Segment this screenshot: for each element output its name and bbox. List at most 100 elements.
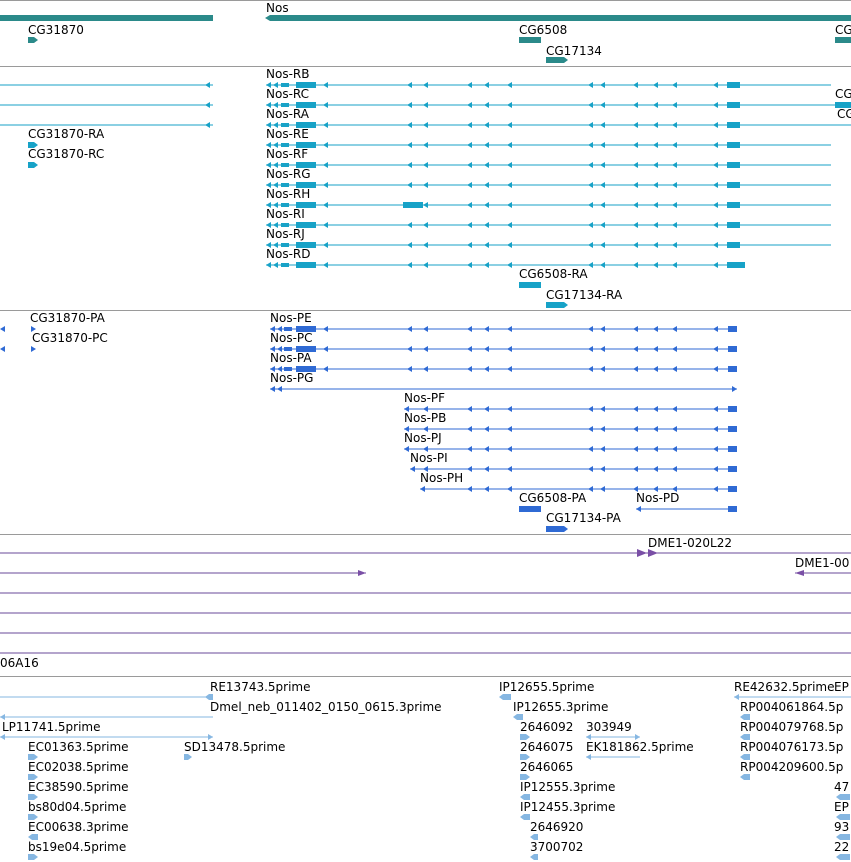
exon-last <box>727 82 740 88</box>
feature-arrow-right <box>28 794 38 800</box>
direction-arrow-left <box>0 714 5 720</box>
cds-first <box>296 366 316 372</box>
direction-arrow-left <box>633 102 638 108</box>
direction-arrow-left <box>633 182 638 188</box>
direction-arrow-left <box>323 222 328 228</box>
direction-arrow-left <box>633 222 638 228</box>
direction-arrow-left <box>273 102 278 108</box>
direction-arrow-left <box>507 466 512 472</box>
est-label: RE13743.5prime <box>210 680 311 694</box>
transcript-label-cg-edge: CG <box>837 107 851 121</box>
direction-arrow-left <box>266 222 271 228</box>
direction-arrow-left <box>423 102 428 108</box>
protein-label-cg17134-pa: CG17134-PA <box>546 511 622 525</box>
transcript-label-cg31870-ra: CG31870-RA <box>28 127 105 141</box>
direction-arrow-left <box>600 202 605 208</box>
clone-label-dme1-020l22: DME1-020L22 <box>648 536 732 550</box>
est-label: EK181862.5prime <box>586 740 694 754</box>
direction-arrow-left <box>633 366 638 372</box>
direction-arrow-left <box>672 446 677 452</box>
direction-arrow-left <box>273 222 278 228</box>
exon-first <box>296 222 316 228</box>
exon-last <box>727 202 740 208</box>
exon-first <box>296 162 316 168</box>
est-label: 2646920 <box>530 820 583 834</box>
protein-label-nos-ph: Nos-PH <box>420 471 463 485</box>
direction-arrow-left <box>407 242 412 248</box>
direction-arrow-left <box>277 386 282 392</box>
direction-arrow-left <box>273 242 278 248</box>
direction-arrow-left <box>600 122 605 128</box>
protein-label-cg31870-pc: CG31870-PC <box>32 331 108 345</box>
est-label: EC01363.5prime <box>28 740 129 754</box>
direction-arrow-left <box>672 242 677 248</box>
protein-label-nos-pe: Nos-PE <box>270 311 312 325</box>
gene-track-border <box>0 0 851 1</box>
direction-arrow-left <box>713 426 718 432</box>
feature-arrow-left <box>740 714 750 720</box>
direction-arrow-left <box>586 754 591 760</box>
direction-arrow-left <box>323 142 328 148</box>
feature-arrow-left <box>836 834 850 840</box>
est-label: EC00638.3prime <box>28 820 129 834</box>
exon-first <box>296 102 316 108</box>
cds-last <box>728 426 737 432</box>
direction-arrow-left <box>713 262 718 268</box>
exon-first <box>296 262 316 268</box>
direction-arrow-left <box>713 82 718 88</box>
direction-arrow-left <box>323 326 328 332</box>
exon-last <box>727 162 740 168</box>
direction-arrow-left <box>713 446 718 452</box>
direction-arrow-left <box>423 162 428 168</box>
direction-arrow-left <box>423 326 428 332</box>
direction-arrow-left <box>507 202 512 208</box>
direction-arrow-left <box>420 486 425 492</box>
transcript-label-cg-edge: CG <box>835 87 851 101</box>
direction-arrow-left <box>423 82 428 88</box>
direction-arrow-left <box>672 162 677 168</box>
direction-arrow-right <box>635 734 640 740</box>
transcript-label: Nos-RD <box>266 247 310 261</box>
direction-arrow-left <box>423 222 428 228</box>
feature-arrow-left <box>530 854 538 860</box>
gene-bar-nos <box>265 15 851 21</box>
exon-last <box>727 182 740 188</box>
direction-arrow-left <box>653 366 658 372</box>
est-label: 3700702 <box>530 840 583 854</box>
direction-arrow-left <box>713 486 718 492</box>
clone-label-06a16: 06A16 <box>0 656 39 670</box>
protein-label-nos-pc: Nos-PC <box>270 331 313 345</box>
protein-label-nos-pf: Nos-PF <box>404 391 445 405</box>
feature-arrow-left <box>499 694 511 700</box>
direction-arrow-left <box>270 326 275 332</box>
direction-arrow-left <box>467 446 472 452</box>
feature-arrow-right <box>546 526 568 532</box>
direction-arrow-left <box>507 406 512 412</box>
direction-arrow-left <box>423 346 428 352</box>
est-label: Dmel_neb_011402_0150_0615.3prime <box>210 700 442 714</box>
feature-arrow-left <box>836 814 850 820</box>
protein-label-nos-pg: Nos-PG <box>270 371 313 385</box>
exon-first <box>296 142 316 148</box>
direction-arrow-left <box>484 446 489 452</box>
est-label: 22 <box>834 840 849 854</box>
direction-arrow-left <box>266 162 271 168</box>
est-label: 93 <box>834 820 849 834</box>
protein-label-cg6508-pa: CG6508-PA <box>519 491 587 505</box>
direction-arrow-left <box>467 122 472 128</box>
direction-arrow-left <box>672 366 677 372</box>
direction-arrow-left <box>407 162 412 168</box>
direction-arrow-left <box>423 122 428 128</box>
direction-arrow-left <box>653 122 658 128</box>
exon-block <box>281 183 289 187</box>
clone-end-marker <box>637 549 647 557</box>
cds-last <box>728 486 737 492</box>
direction-arrow-left <box>672 182 677 188</box>
exon-block <box>281 163 289 167</box>
est-track-border <box>0 676 851 677</box>
direction-arrow-left <box>266 262 271 268</box>
est-label: IP12655.5prime <box>499 680 594 694</box>
exon-block <box>284 327 292 331</box>
transcript-label-cg17134-ra: CG17134-RA <box>546 288 623 302</box>
direction-arrow-left <box>467 366 472 372</box>
